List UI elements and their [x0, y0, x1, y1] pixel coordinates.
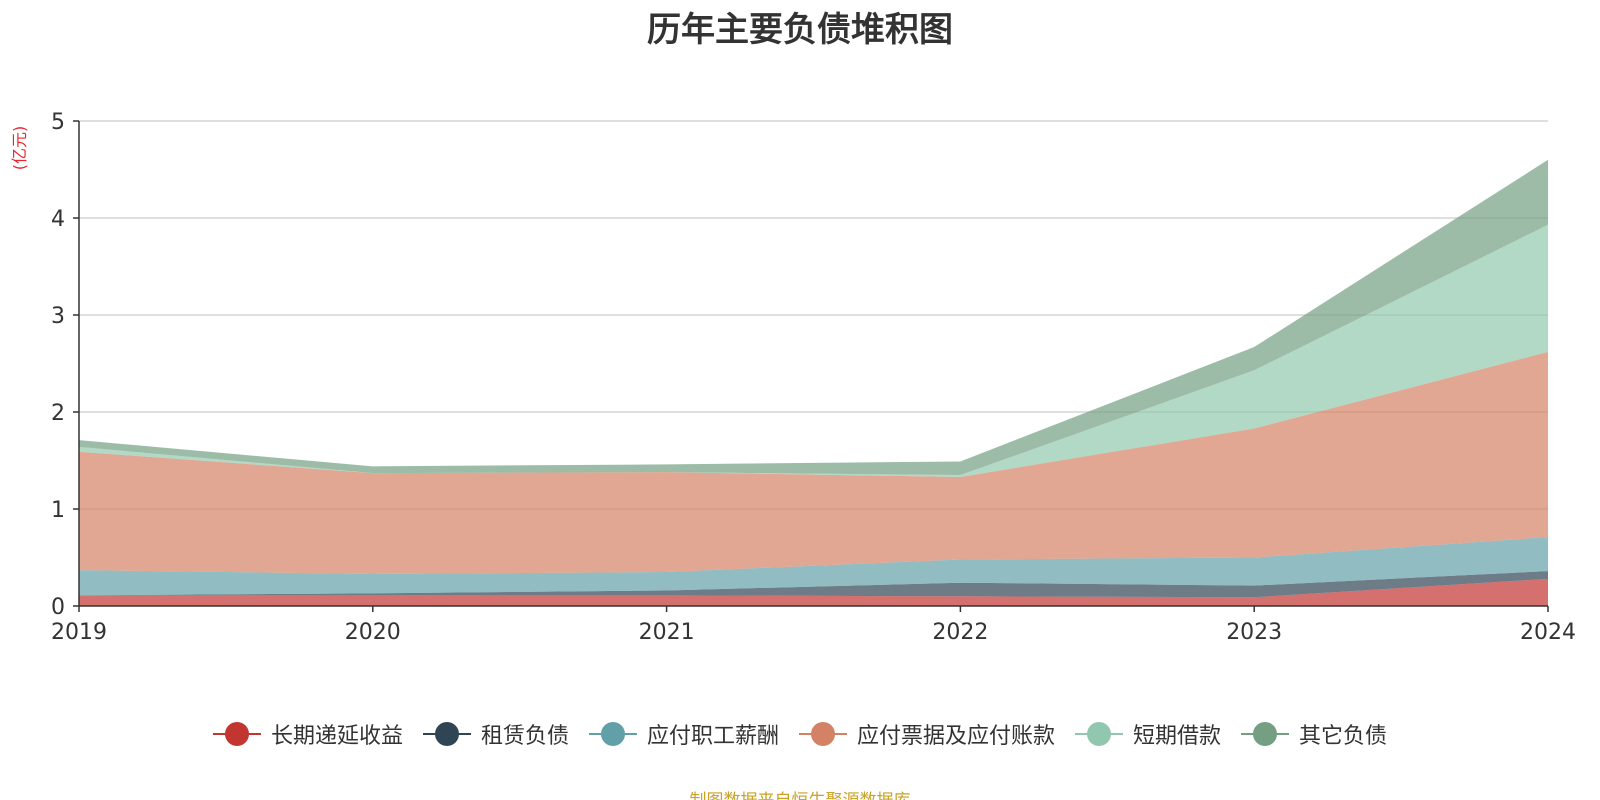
y-tick-label: 4 — [51, 207, 65, 232]
legend-item[interactable]: 应付票据及应付账款 — [799, 718, 1055, 750]
area-series-4 — [79, 224, 1548, 477]
legend-dot — [224, 722, 249, 746]
area-series-2 — [79, 537, 1548, 596]
legend-label: 应付职工薪酬 — [646, 724, 779, 749]
y-tick-label: 1 — [51, 498, 65, 523]
chart-title: 历年主要负债堆积图 — [647, 10, 953, 50]
legend-item[interactable]: 租赁负债 — [422, 718, 569, 750]
y-tick-label: 2 — [51, 401, 65, 426]
legend-label: 租赁负债 — [480, 724, 569, 749]
legend-marker-icon — [588, 721, 637, 747]
legend-item[interactable]: 短期借款 — [1075, 718, 1221, 750]
plot-area: 0 1 2 3 4 5 2019 2020 2021 2022 2023 2024 — [51, 110, 1576, 645]
x-tick-label: 2020 — [345, 620, 401, 645]
y-tick-label: 0 — [51, 595, 65, 620]
legend-item[interactable]: 长期递延收益 — [212, 718, 403, 750]
y-tick-label: 5 — [51, 110, 65, 135]
x-tick-label: 2023 — [1226, 620, 1282, 645]
legend-dot — [600, 722, 625, 746]
legend-marker-icon — [799, 721, 847, 747]
legend-dot — [434, 722, 459, 746]
area-series-0 — [79, 578, 1548, 606]
x-tick-label: 2022 — [932, 620, 988, 645]
legend: 长期递延收益 租赁负债 应付职工薪酬 应付票据及应付账款 短期借款 其它负债 — [0, 718, 1600, 750]
legend-dot — [1253, 722, 1278, 746]
area-series-3 — [79, 351, 1548, 574]
x-tick-label: 2021 — [639, 620, 695, 645]
area-series-1 — [79, 571, 1548, 598]
x-tick-label: 2019 — [51, 620, 107, 645]
area-series-5 — [79, 159, 1548, 476]
source-footer: 制图数据来自恒生聚源数据库 — [0, 786, 1600, 800]
legend-marker-icon — [1075, 721, 1124, 747]
legend-item[interactable]: 应付职工薪酬 — [588, 718, 779, 750]
legend-label: 短期借款 — [1133, 724, 1222, 749]
legend-label: 长期递延收益 — [270, 724, 403, 749]
y-tick-label: 3 — [51, 304, 65, 329]
legend-marker-icon — [422, 721, 471, 747]
legend-dot — [1087, 722, 1112, 746]
legend-marker-icon — [1241, 721, 1290, 747]
legend-label: 其它负债 — [1299, 724, 1388, 749]
x-tick-label: 2024 — [1520, 620, 1576, 645]
legend-dot — [811, 722, 835, 746]
legend-marker-icon — [212, 721, 261, 747]
legend-label: 应付票据及应付账款 — [857, 724, 1056, 749]
legend-item[interactable]: 其它负债 — [1241, 718, 1387, 750]
